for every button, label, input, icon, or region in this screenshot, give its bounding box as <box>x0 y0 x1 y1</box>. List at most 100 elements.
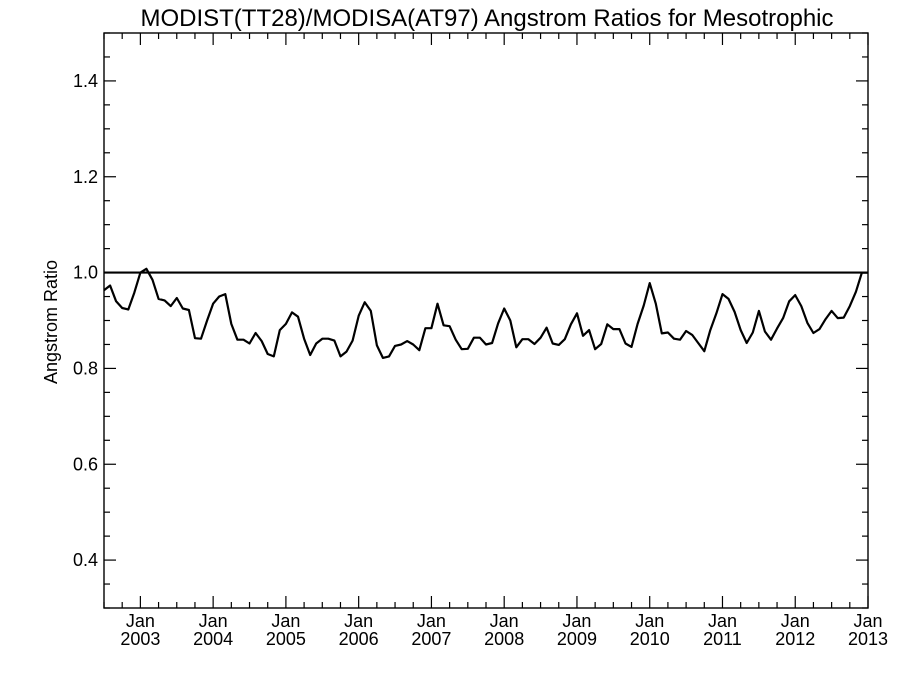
data-point <box>236 339 238 341</box>
data-point <box>430 327 432 329</box>
data-point <box>436 303 438 305</box>
x-tick-month-label: Jan <box>635 611 664 631</box>
y-tick-label: 0.6 <box>73 454 98 474</box>
data-point <box>152 279 154 281</box>
x-tick-year-label: 2008 <box>484 629 524 649</box>
data-point <box>273 355 275 357</box>
data-point <box>558 344 560 346</box>
data-point <box>679 339 681 341</box>
data-point <box>728 298 730 300</box>
data-point <box>212 303 214 305</box>
series-line <box>103 267 868 359</box>
data-point <box>740 329 742 331</box>
data-point <box>521 338 523 340</box>
data-point <box>352 340 354 342</box>
data-point <box>606 323 608 325</box>
data-point <box>655 303 657 305</box>
data-point <box>685 330 687 332</box>
data-point <box>509 320 511 322</box>
data-point <box>715 312 717 314</box>
data-point <box>382 357 384 359</box>
data-point <box>218 296 220 298</box>
data-point <box>582 335 584 337</box>
data-point <box>339 355 341 357</box>
data-point <box>861 272 863 274</box>
data-point <box>424 327 426 329</box>
data-point <box>291 311 293 313</box>
data-point <box>206 320 208 322</box>
data-point <box>164 299 166 301</box>
data-point <box>752 331 754 333</box>
data-point <box>358 315 360 317</box>
y-tick-label: 0.4 <box>73 550 98 570</box>
data-point <box>637 323 639 325</box>
data-point <box>782 317 784 319</box>
data-point <box>691 334 693 336</box>
y-tick-label: 1.2 <box>73 167 98 187</box>
data-point <box>303 338 305 340</box>
data-point <box>400 343 402 345</box>
data-point <box>703 350 705 352</box>
data-point <box>388 355 390 357</box>
data-point <box>831 310 833 312</box>
data-point <box>843 317 845 319</box>
data-point <box>449 325 451 327</box>
data-point <box>576 312 578 314</box>
data-point <box>624 343 626 345</box>
data-point <box>546 327 548 329</box>
data-point <box>376 344 378 346</box>
data-point <box>794 294 796 296</box>
x-tick-year-label: 2010 <box>630 629 670 649</box>
x-tick-month-label: Jan <box>562 611 591 631</box>
data-point <box>534 343 536 345</box>
y-tick-label: 1.4 <box>73 71 98 91</box>
data-point <box>758 310 760 312</box>
data-point <box>182 308 184 310</box>
data-point <box>279 329 281 331</box>
data-point <box>552 343 554 345</box>
data-point <box>818 328 820 330</box>
data-point <box>667 331 669 333</box>
data-point <box>612 328 614 330</box>
data-point <box>649 282 651 284</box>
data-point <box>242 339 244 341</box>
data-point <box>618 328 620 330</box>
data-point <box>145 268 147 270</box>
x-tick-year-label: 2013 <box>848 629 888 649</box>
data-point <box>170 305 172 307</box>
data-point <box>224 293 226 295</box>
data-point <box>267 353 269 355</box>
data-point <box>176 297 178 299</box>
y-axis-label: Angstrom Ratio <box>41 260 61 384</box>
x-tick-year-label: 2007 <box>411 629 451 649</box>
data-point <box>812 332 814 334</box>
data-point <box>673 338 675 340</box>
data-point <box>770 339 772 341</box>
series-points <box>103 268 869 359</box>
data-point <box>394 345 396 347</box>
plot-frame <box>103 32 869 609</box>
data-point <box>346 351 348 353</box>
data-point <box>412 343 414 345</box>
x-tick-year-label: 2012 <box>775 629 815 649</box>
data-point <box>527 338 529 340</box>
data-point <box>806 322 808 324</box>
data-point <box>800 305 802 307</box>
data-point <box>776 328 778 330</box>
data-point <box>109 285 111 287</box>
data-point <box>564 338 566 340</box>
x-tick-month-label: Jan <box>199 611 228 631</box>
x-tick-month-label: Jan <box>271 611 300 631</box>
data-point <box>188 309 190 311</box>
data-point <box>121 307 123 309</box>
x-tick-month-label: Jan <box>344 611 373 631</box>
x-tick-month-label: Jan <box>490 611 519 631</box>
y-tick-label: 1.0 <box>73 263 98 283</box>
data-point <box>788 300 790 302</box>
data-point <box>309 354 311 356</box>
data-point <box>200 338 202 340</box>
x-tick-year-label: 2004 <box>193 629 233 649</box>
data-point <box>133 292 135 294</box>
data-point <box>497 322 499 324</box>
data-point <box>230 323 232 325</box>
